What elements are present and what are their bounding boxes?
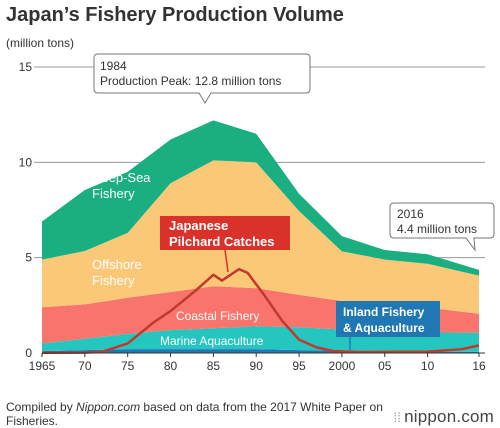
y-tick-label: 0 <box>25 346 32 360</box>
x-tick-label: 95 <box>292 359 306 373</box>
nippon-logo: ⁞⁞ nippon.com <box>393 407 494 427</box>
x-tick-label: 90 <box>250 359 264 373</box>
x-tick-label: 16 <box>472 359 486 373</box>
offshore-label: Fishery <box>92 273 135 288</box>
inland-label-box <box>336 301 440 337</box>
latest-callout-box <box>389 202 495 252</box>
peak-callout-box <box>93 53 311 104</box>
deep-sea-fishery-area <box>42 120 479 276</box>
x-tick-label: 85 <box>207 359 221 373</box>
inland-label: Inland Fishery <box>343 305 425 319</box>
pilchard-label-box <box>160 216 290 250</box>
x-tick-label: 70 <box>78 359 92 373</box>
pilchard-pointer <box>224 249 229 273</box>
x-tick-label: 05 <box>378 359 392 373</box>
source-note: Compiled by Nippon.com based on data fro… <box>6 400 386 428</box>
latest-callout-year: 2016 <box>397 207 424 221</box>
peak-callout-year: 1984 <box>100 59 127 73</box>
x-tick-label: 1965 <box>29 359 56 373</box>
deep-sea-label: Deep-Sea <box>92 170 151 185</box>
source-site: Nippon.com <box>76 400 141 414</box>
coastal-label: Coastal Fishery <box>176 309 259 323</box>
pilchard-label: Japanese <box>169 218 228 233</box>
y-tick-label: 5 <box>25 251 32 265</box>
x-tick-label: 75 <box>121 359 135 373</box>
offshore-label: Offshore <box>92 257 142 272</box>
marine-label: Marine Aquaculture <box>160 334 264 348</box>
logo-text: nippon.com <box>404 407 494 426</box>
line-series <box>41 267 480 355</box>
peak-callout-text: Production Peak: 12.8 million tons <box>100 74 281 88</box>
pilchard-catches-line <box>41 267 480 355</box>
chart-title: Japan’s Fishery Production Volume <box>6 4 344 26</box>
logo-dots-icon: ⁞⁞ <box>393 410 402 425</box>
y-axis-unit-label: (million tons) <box>6 36 75 50</box>
inland-label: & Aquaculture <box>343 321 425 335</box>
latest-callout-text: 4.4 million tons <box>397 222 477 236</box>
deep-sea-label: Fishery <box>92 186 135 201</box>
pilchard-label: Pilchard Catches <box>169 234 275 249</box>
source-suffix: based on data from the 2017 White Paper … <box>6 400 383 428</box>
y-tick-label: 15 <box>19 60 33 74</box>
source-prefix: Compiled by <box>6 400 77 414</box>
y-tick-label: 10 <box>19 155 33 169</box>
x-tick-label: 10 <box>421 359 435 373</box>
x-tick-label: 80 <box>164 359 178 373</box>
x-tick-label: 2000 <box>329 359 356 373</box>
